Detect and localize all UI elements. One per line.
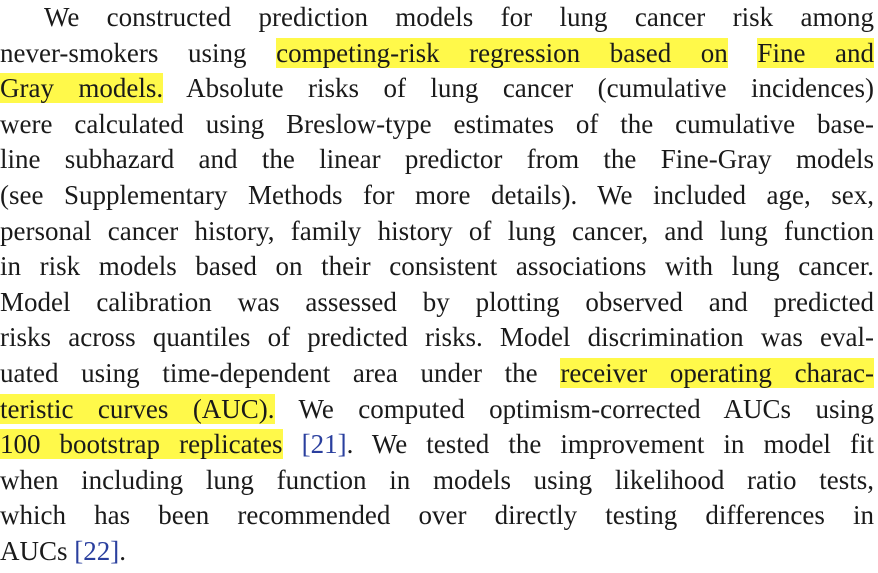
text-line: when including lung function in models u… bbox=[0, 463, 878, 499]
text-line: personal cancer history, family history … bbox=[0, 214, 878, 250]
text-line: (see Supplementary Methods for more deta… bbox=[0, 178, 878, 214]
text-span: were calculated using Breslow-type estim… bbox=[0, 108, 874, 139]
highlighted-text: Fine and bbox=[757, 37, 875, 68]
text-span: Absolute risks of lung cancer (cumulativ… bbox=[163, 73, 874, 104]
text-span bbox=[728, 38, 758, 68]
text-line: 100 bootstrap replicates [21]. We tested… bbox=[0, 427, 878, 463]
text-line: never-smokers using competing-risk regre… bbox=[0, 36, 878, 72]
highlighted-text: Gray models. bbox=[0, 73, 164, 104]
text-span: in risk models based on their consistent… bbox=[0, 251, 874, 282]
highlighted-text: competing-risk regression based on bbox=[276, 37, 728, 68]
text-span: which has been recommended over directly… bbox=[0, 500, 874, 531]
text-line: teristic curves (AUC). We computed optim… bbox=[0, 392, 878, 428]
citation-link[interactable]: [21] bbox=[301, 429, 347, 460]
text-line: line subhazard and the linear predictor … bbox=[0, 142, 878, 178]
text-span: . bbox=[119, 535, 126, 566]
highlighted-text: teristic curves (AUC). bbox=[0, 393, 275, 424]
text-span: personal cancer history, family history … bbox=[0, 215, 874, 246]
text-line: We constructed prediction models for lun… bbox=[0, 0, 878, 36]
text-span: (see Supplementary Methods for more deta… bbox=[0, 179, 874, 210]
text-span: Model calibration was assessed by plotti… bbox=[0, 286, 874, 317]
text-line: in risk models based on their consistent… bbox=[0, 249, 878, 285]
citation-link[interactable]: [22] bbox=[74, 535, 120, 566]
text-line: Gray models. Absolute risks of lung canc… bbox=[0, 71, 878, 107]
text-span: when including lung function in models u… bbox=[0, 464, 874, 495]
highlighted-text: receiver operating charac- bbox=[560, 357, 874, 388]
highlighted-text: 100 bootstrap replicates bbox=[0, 429, 283, 460]
text-line: were calculated using Breslow-type estim… bbox=[0, 107, 878, 143]
text-span: never-smokers using bbox=[0, 37, 277, 68]
text-span: AUCs bbox=[0, 535, 75, 566]
text-span: risks across quantiles of predicted risk… bbox=[0, 322, 874, 353]
text-line: which has been recommended over directly… bbox=[0, 498, 878, 534]
text-line: Model calibration was assessed by plotti… bbox=[0, 285, 878, 321]
text-span: . We tested the improvement in model fit bbox=[346, 429, 874, 460]
text-line: AUCs [22]. bbox=[0, 534, 878, 570]
text-span: uated using time-dependent area under th… bbox=[0, 357, 561, 388]
text-span bbox=[283, 429, 302, 459]
text-line: uated using time-dependent area under th… bbox=[0, 356, 878, 392]
text-span: We computed optimism-corrected AUCs usin… bbox=[274, 393, 875, 424]
text-span: We constructed prediction models for lun… bbox=[44, 2, 874, 32]
text-span: line subhazard and the linear predictor … bbox=[0, 144, 874, 175]
text-line: risks across quantiles of predicted risk… bbox=[0, 320, 878, 356]
